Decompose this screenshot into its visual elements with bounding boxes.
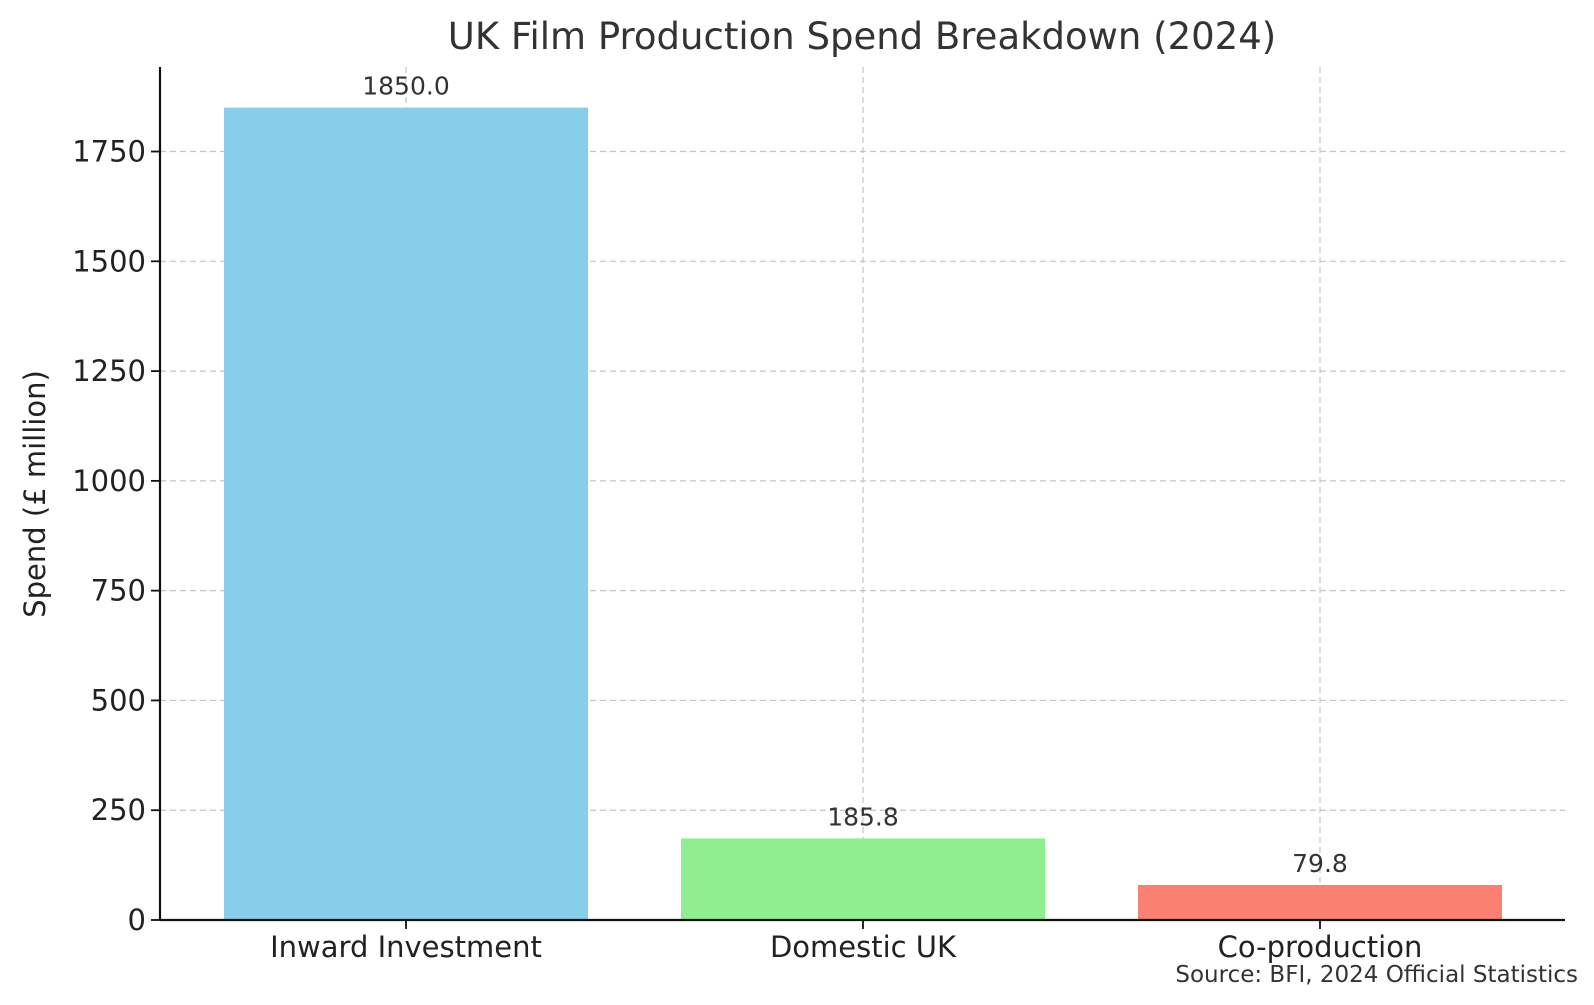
data-label: 79.8 xyxy=(1292,849,1348,878)
bar xyxy=(681,838,1045,920)
y-tick-label: 1750 xyxy=(72,135,146,169)
ticks: 0 250 500 750 1000 1250 1500 1750 Inward Investm… xyxy=(72,135,1422,964)
y-tick-label: 250 xyxy=(91,793,146,827)
y-tick-label: 1250 xyxy=(72,354,146,388)
bar xyxy=(1138,884,1502,920)
data-label: 185.8 xyxy=(827,802,899,831)
y-tick-label: 500 xyxy=(91,683,146,717)
y-axis-label: Spend (£ million) xyxy=(18,370,52,618)
x-tick-label: Inward Investment xyxy=(270,930,542,964)
x-tick-label: Co-production xyxy=(1218,930,1423,964)
chart-title: UK Film Production Spend Breakdown (2024… xyxy=(448,15,1276,58)
data-label: 1850.0 xyxy=(362,72,449,101)
y-tick-label: 0 xyxy=(128,903,146,937)
y-tick-label: 1000 xyxy=(72,464,146,498)
y-tick-label: 750 xyxy=(91,574,146,608)
x-tick-label: Domestic UK xyxy=(770,930,957,964)
data-labels: 1850.0 185.8 79.8 xyxy=(362,72,1348,878)
bars xyxy=(224,107,1502,921)
bar xyxy=(224,107,588,921)
y-tick-label: 1500 xyxy=(72,244,146,278)
source-note: Source: BFI, 2024 Official Statistics xyxy=(1175,962,1578,988)
